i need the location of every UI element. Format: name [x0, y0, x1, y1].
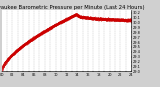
Title: Milwaukee Barometric Pressure per Minute (Last 24 Hours): Milwaukee Barometric Pressure per Minute…: [0, 5, 144, 10]
